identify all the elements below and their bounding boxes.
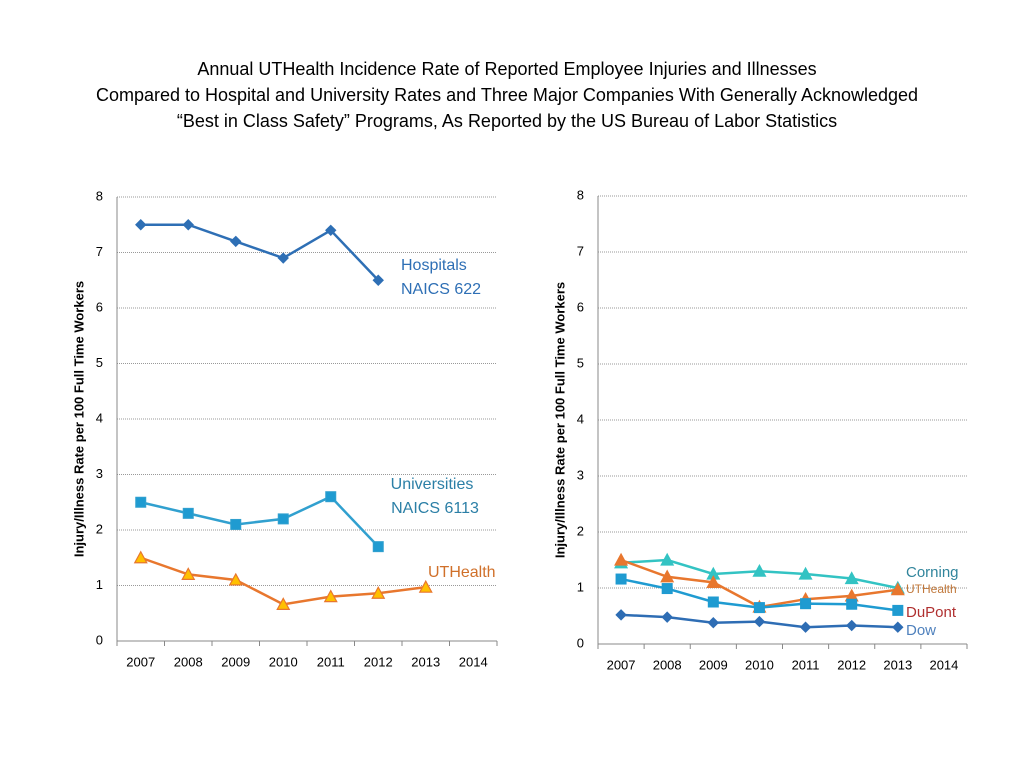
- marker: [752, 563, 767, 577]
- x-tick-label: 2009: [221, 654, 250, 669]
- marker: [277, 513, 289, 525]
- marker: [276, 597, 291, 610]
- x-tick-label: 2014: [929, 657, 958, 672]
- y-tick-label: 3: [96, 466, 103, 481]
- marker: [661, 583, 673, 595]
- y-tick-label: 1: [96, 577, 103, 592]
- marker: [845, 619, 858, 632]
- marker: [890, 582, 905, 596]
- marker: [182, 507, 194, 519]
- series-label: DuPont: [906, 604, 957, 621]
- marker: [135, 219, 147, 231]
- y-tick-label: 2: [577, 523, 584, 538]
- x-tick-label: 2010: [269, 654, 298, 669]
- marker: [800, 598, 812, 610]
- marker: [182, 219, 194, 231]
- x-tick-label: 2008: [653, 657, 682, 672]
- marker: [892, 621, 904, 633]
- marker: [181, 567, 196, 580]
- x-tick-label: 2009: [699, 657, 728, 672]
- x-tick-label: 2010: [745, 657, 774, 672]
- marker: [615, 609, 627, 621]
- y-tick-label: 5: [96, 355, 103, 370]
- y-axis-label: Injury/Illness Rate per 100 Full Time Wo…: [71, 281, 86, 557]
- x-tick-label: 2011: [317, 654, 345, 669]
- y-tick-label: 8: [96, 188, 103, 203]
- y-tick-label: 7: [96, 244, 103, 259]
- y-axis-label: Injury/Illness Rate per 100 Full Time Wo…: [552, 282, 567, 558]
- marker: [706, 575, 721, 588]
- marker: [418, 579, 433, 593]
- series-line: [140, 223, 380, 282]
- marker: [707, 596, 719, 608]
- y-tick-label: 0: [96, 632, 103, 647]
- y-tick-label: 5: [577, 355, 584, 370]
- series-label: Hospitals: [401, 257, 467, 274]
- marker: [798, 566, 813, 580]
- y-tick-label: 8: [577, 187, 584, 202]
- series-label: Corning: [906, 564, 959, 581]
- marker: [277, 252, 289, 264]
- marker: [230, 518, 242, 530]
- marker: [707, 617, 720, 629]
- marker: [614, 552, 629, 566]
- series-label: Dow: [906, 622, 936, 639]
- y-tick-label: 1: [577, 579, 584, 594]
- x-tick-label: 2007: [126, 654, 155, 669]
- y-tick-label: 4: [96, 410, 103, 425]
- y-tick-label: 4: [577, 411, 584, 426]
- marker: [753, 615, 766, 628]
- x-tick-label: 2013: [411, 654, 440, 669]
- y-tick-label: 7: [577, 243, 584, 258]
- y-tick-label: 2: [96, 521, 103, 536]
- marker: [372, 541, 384, 553]
- series-label: NAICS 622: [401, 281, 481, 298]
- marker: [660, 552, 675, 566]
- x-tick-label: 2011: [792, 657, 820, 672]
- marker: [228, 572, 243, 586]
- marker: [325, 491, 337, 503]
- series-line: [140, 495, 380, 548]
- marker: [323, 589, 338, 603]
- y-tick-label: 0: [577, 635, 584, 650]
- marker: [615, 573, 627, 585]
- marker: [844, 571, 859, 585]
- marker: [135, 496, 147, 508]
- y-tick-label: 6: [96, 299, 103, 314]
- marker: [325, 224, 337, 237]
- series-label: Universities: [391, 476, 474, 493]
- x-tick-label: 2013: [883, 657, 912, 672]
- x-tick-label: 2007: [607, 657, 636, 672]
- title-line: Compared to Hospital and University Rate…: [96, 85, 918, 105]
- series-label: UTHealth: [428, 564, 496, 581]
- series-label: NAICS 6113: [391, 500, 479, 517]
- marker: [846, 598, 858, 610]
- marker: [372, 274, 384, 286]
- marker: [660, 569, 675, 583]
- x-tick-label: 2014: [459, 654, 488, 669]
- y-tick-label: 6: [577, 299, 584, 314]
- marker: [230, 235, 242, 248]
- x-tick-label: 2012: [837, 657, 866, 672]
- marker: [892, 604, 904, 616]
- title-line: “Best in Class Safety” Programs, As Repo…: [177, 111, 837, 131]
- marker: [799, 621, 812, 633]
- x-tick-label: 2008: [174, 654, 203, 669]
- marker: [661, 611, 673, 623]
- y-tick-label: 3: [577, 467, 584, 482]
- marker: [753, 602, 765, 614]
- marker: [133, 550, 148, 564]
- series-label: UTHealth: [906, 582, 957, 596]
- marker: [371, 586, 386, 599]
- title-line: Annual UTHealth Incidence Rate of Report…: [197, 59, 816, 79]
- x-tick-label: 2012: [364, 654, 393, 669]
